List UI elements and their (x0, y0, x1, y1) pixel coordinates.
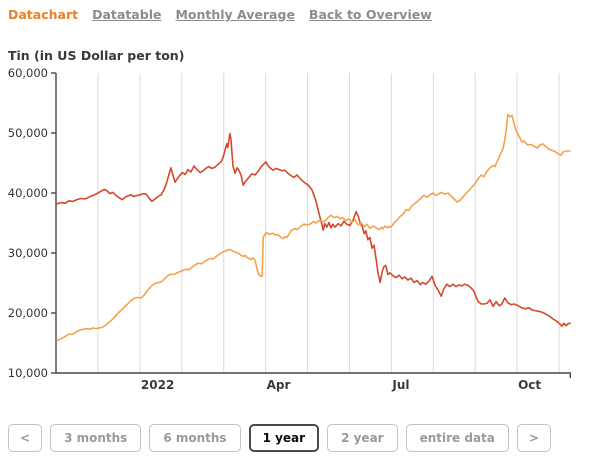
x-tick-label: Oct (518, 378, 541, 392)
y-tick-label: 60,000 (8, 66, 48, 80)
tin-price-orange-line (56, 113, 571, 342)
y-tick-label: 40,000 (8, 186, 48, 200)
link-back-to-overview[interactable]: Back to Overview (308, 7, 432, 22)
range-button-6-months[interactable]: 6 months (149, 424, 241, 452)
range-button-1-year[interactable]: 1 year (248, 424, 320, 452)
y-tick-label: 30,000 (8, 246, 48, 260)
prev-period-button[interactable]: < (8, 424, 43, 452)
y-tick-label: 20,000 (8, 306, 48, 320)
y-tick-label: 50,000 (8, 126, 48, 140)
chart-title: Tin (in US Dollar per ton) (8, 48, 185, 63)
range-button-3-months[interactable]: 3 months (50, 424, 142, 452)
tin-price-red-line (56, 132, 571, 328)
x-tick-label: Jul (391, 378, 409, 392)
next-period-button[interactable]: > (516, 424, 551, 452)
tab-datatable[interactable]: Datatable (92, 7, 162, 22)
x-tick-label: Apr (267, 378, 291, 392)
range-button-entire-data[interactable]: entire data (405, 424, 509, 452)
view-tabs: Datachart Datatable Monthly Average Back… (8, 7, 432, 22)
range-button-2-year[interactable]: 2 year (327, 424, 398, 452)
range-toolbar: < 3 months 6 months 1 year 2 year entire… (8, 424, 551, 452)
price-chart: 60,000 50,000 40,000 30,000 20,000 10,000 2022… (0, 62, 600, 402)
tab-monthly-average[interactable]: Monthly Average (175, 7, 295, 22)
x-tick-label: 2022 (141, 378, 174, 392)
y-tick-label: 10,000 (8, 366, 48, 380)
price-chart-svg: 60,000 50,000 40,000 30,000 20,000 10,000 2022… (8, 66, 571, 392)
tab-datachart[interactable]: Datachart (8, 7, 79, 22)
